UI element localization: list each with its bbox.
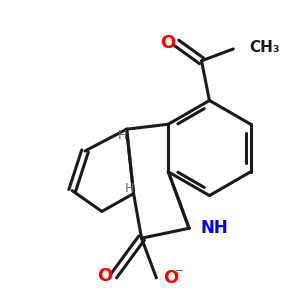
Text: CH₃: CH₃ <box>249 40 280 56</box>
Text: O: O <box>160 34 176 52</box>
Text: O: O <box>97 267 112 285</box>
Text: H: H <box>125 182 134 195</box>
Text: ⁻: ⁻ <box>175 265 184 283</box>
Text: H: H <box>118 129 128 142</box>
Text: O: O <box>163 269 178 287</box>
Text: NH: NH <box>201 219 229 237</box>
